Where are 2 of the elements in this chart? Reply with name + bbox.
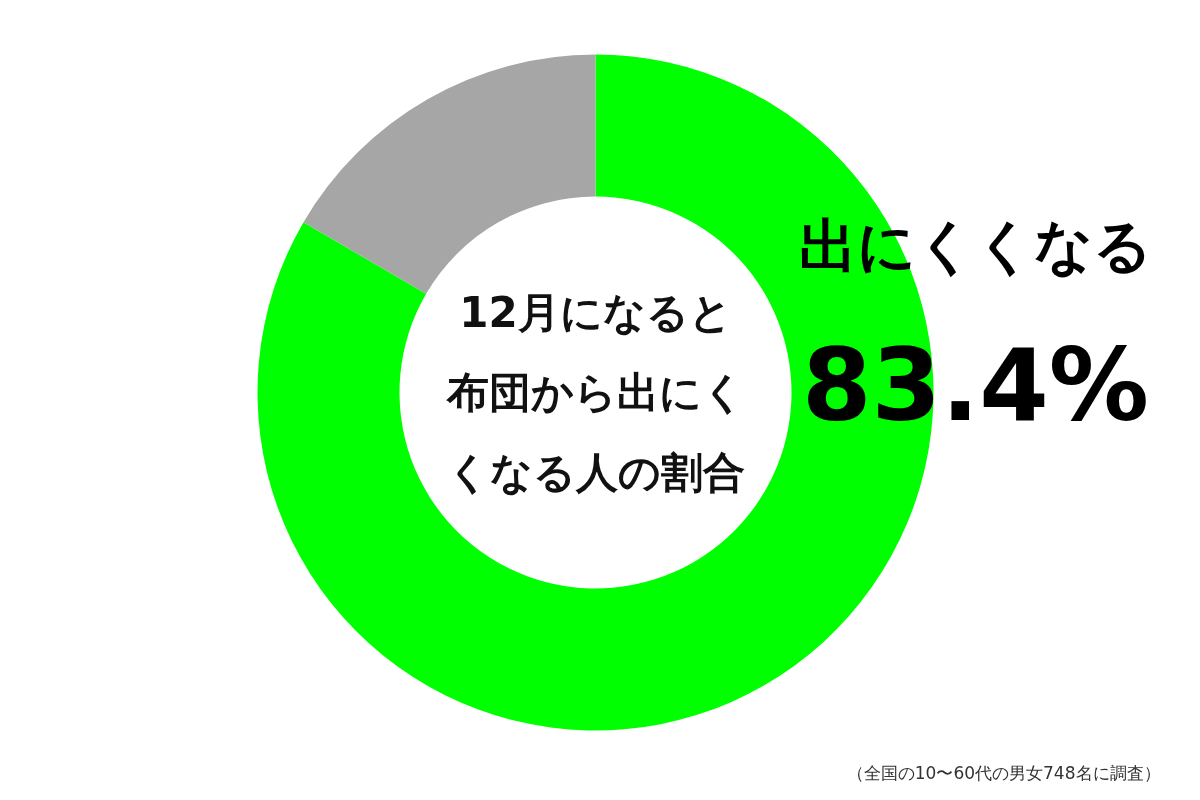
- text: 12月になると布団から出にくくなる人の割合: [445, 288, 745, 497]
- text: （全国の10〜60代の男女748名に調査）: [846, 762, 1161, 783]
